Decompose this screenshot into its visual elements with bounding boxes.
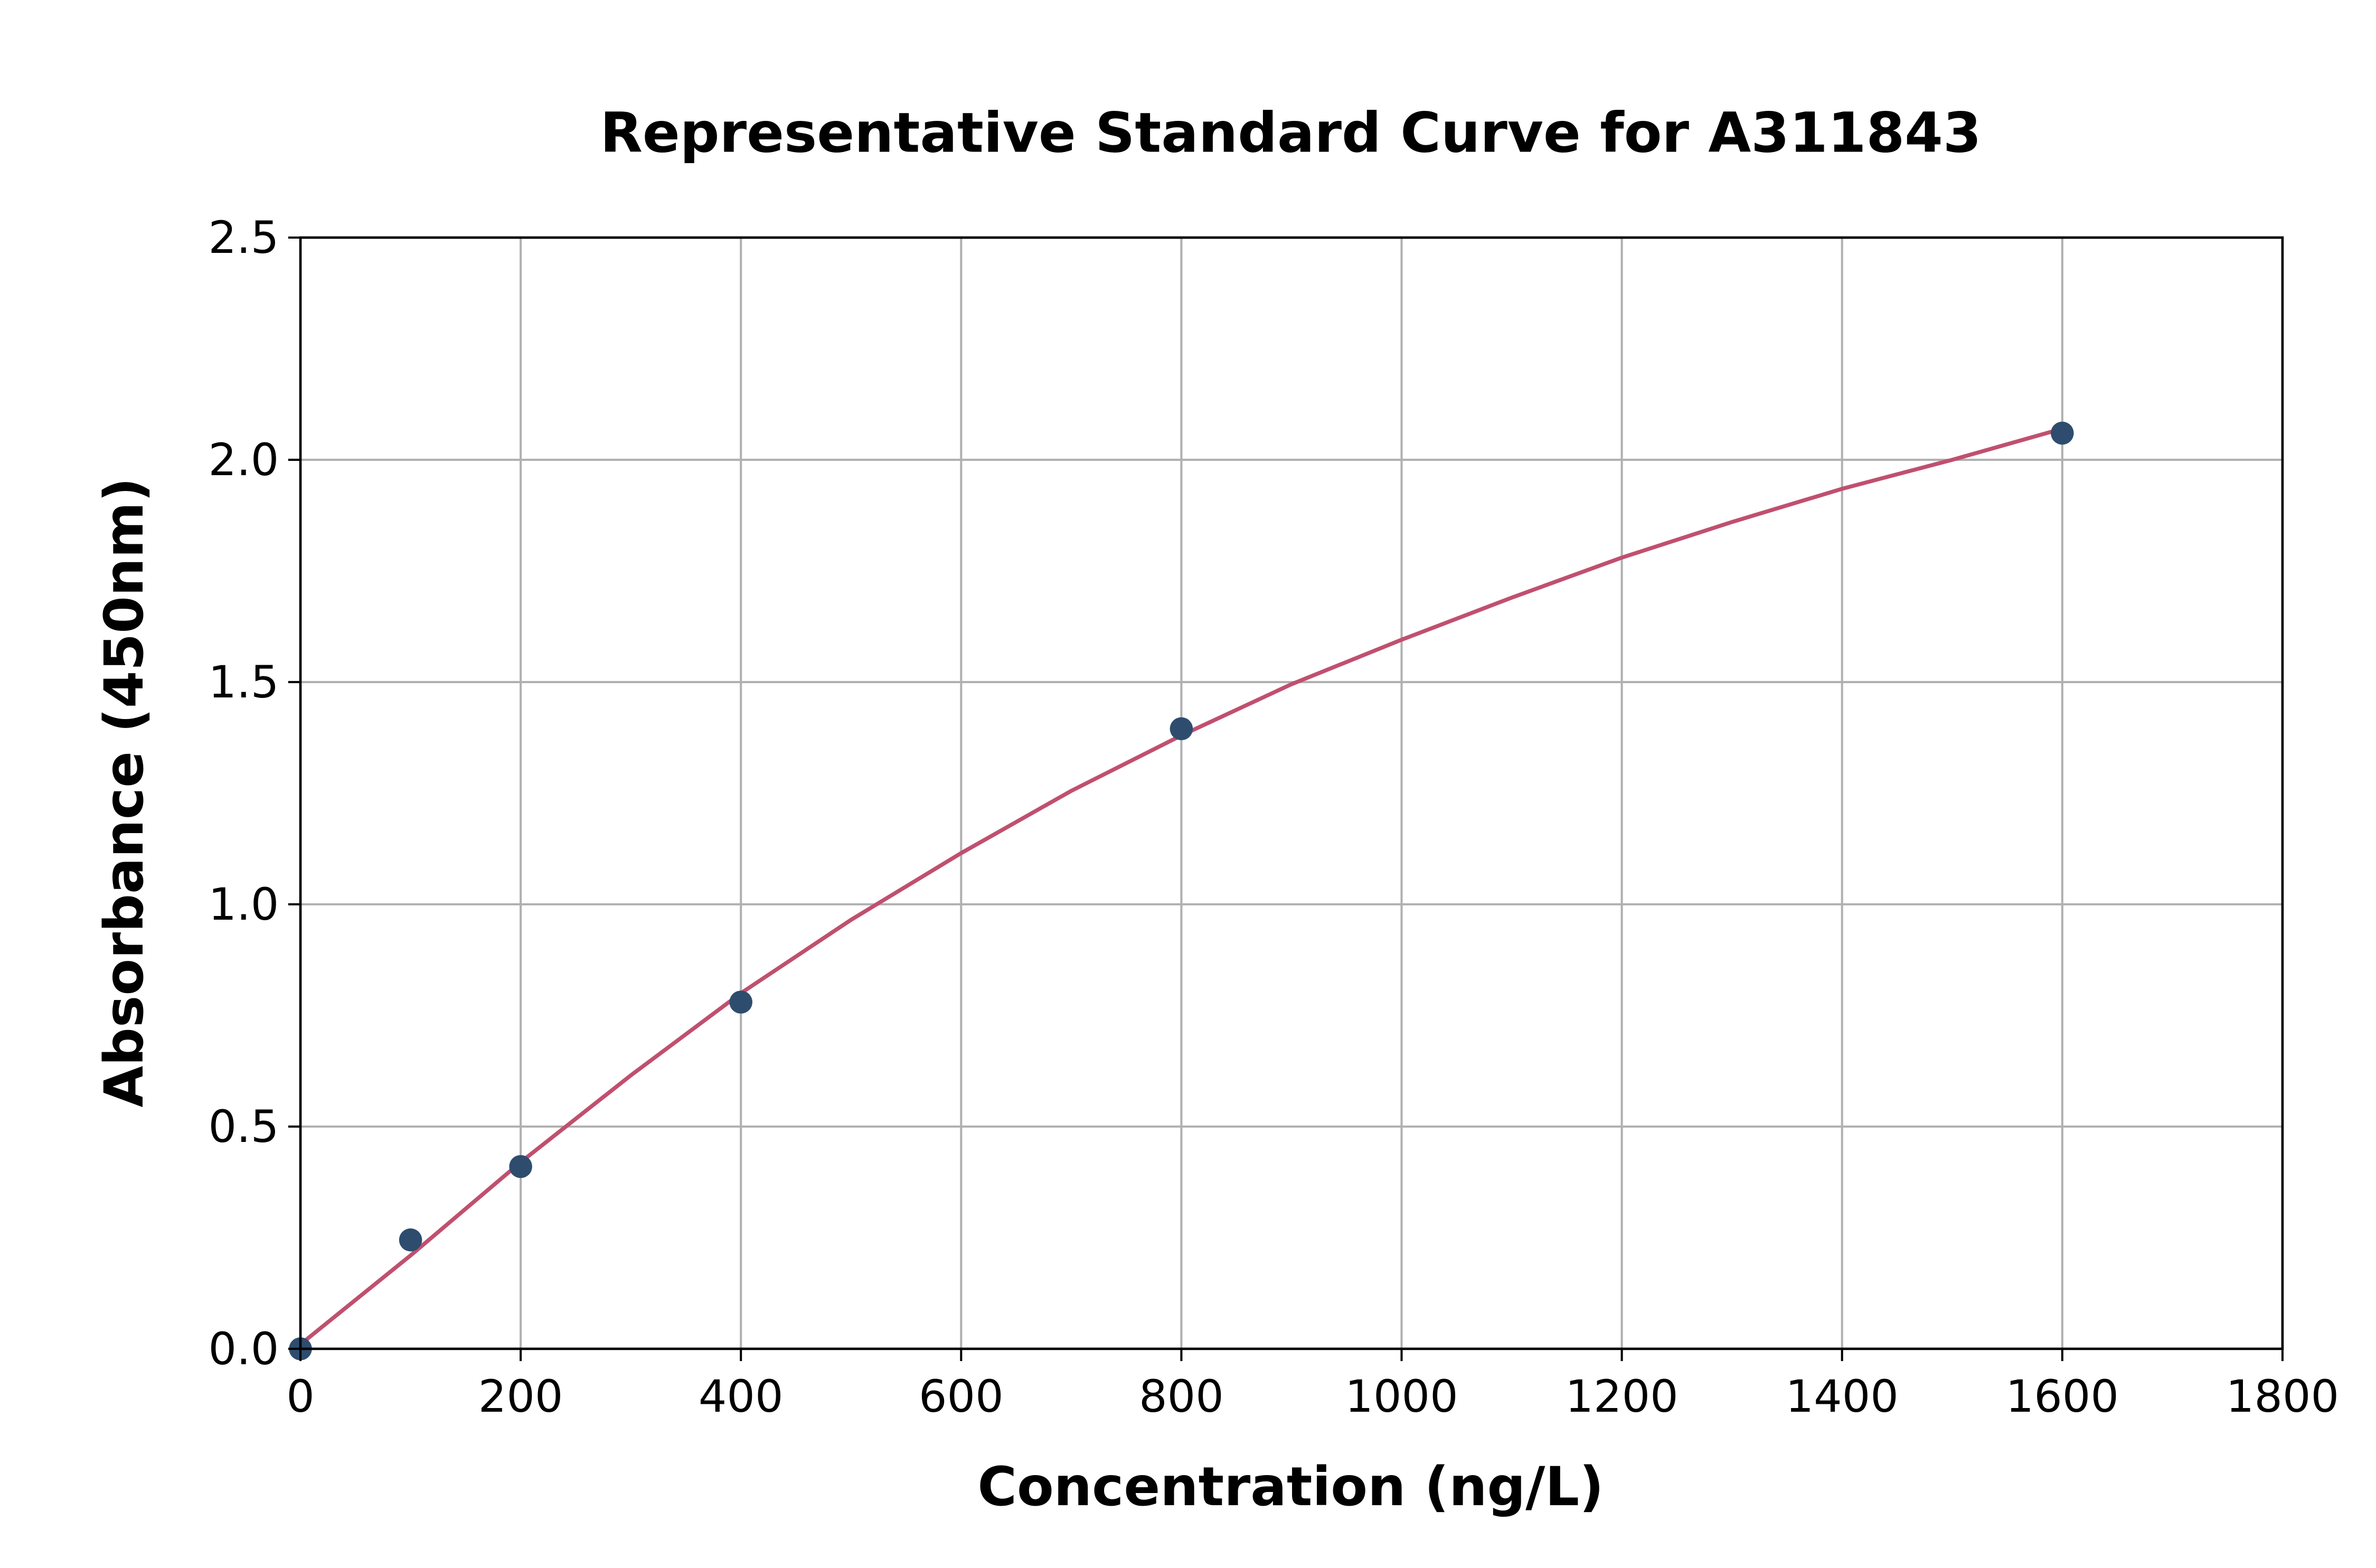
data-points [289, 421, 2074, 1361]
y-tick-label: 0.5 [208, 1101, 279, 1153]
data-point [1170, 717, 1193, 741]
data-point [729, 990, 752, 1014]
data-point [2051, 421, 2074, 445]
y-tick-label: 2.5 [208, 212, 279, 263]
x-axis-label: Concentration (ng/L) [977, 1456, 1604, 1518]
y-tick-label: 0.0 [208, 1323, 279, 1375]
y-tick-label: 2.0 [208, 434, 279, 486]
x-tick-label: 1200 [1565, 1371, 1678, 1422]
x-tick-label: 1400 [1786, 1371, 1899, 1422]
data-point [509, 1155, 532, 1178]
x-tick-label: 1000 [1345, 1371, 1458, 1422]
y-tick-label: 1.5 [208, 656, 279, 708]
x-tick-label: 600 [919, 1371, 1004, 1422]
x-axis-ticks: 0 200 400 600 800 1000 1200 1400 1600 1800 [286, 1348, 2339, 1422]
plot-frame [299, 236, 2284, 1350]
x-tick-label: 200 [478, 1371, 563, 1422]
grid [299, 236, 2284, 1350]
y-axis-label: Absorbance (450nm) [93, 477, 155, 1107]
y-tick-label: 1.0 [208, 879, 279, 930]
x-tick-label: 1600 [2006, 1371, 2119, 1422]
y-axis-ticks: 0.0 0.5 1.0 1.5 2.0 2.5 [208, 212, 301, 1375]
x-tick-label: 0 [286, 1371, 315, 1422]
chart-title: Representative Standard Curve for A31184… [600, 100, 1981, 165]
data-point [399, 1228, 422, 1252]
x-tick-label: 800 [1139, 1371, 1224, 1422]
x-tick-label: 1800 [2226, 1371, 2339, 1422]
x-tick-label: 400 [699, 1371, 784, 1422]
